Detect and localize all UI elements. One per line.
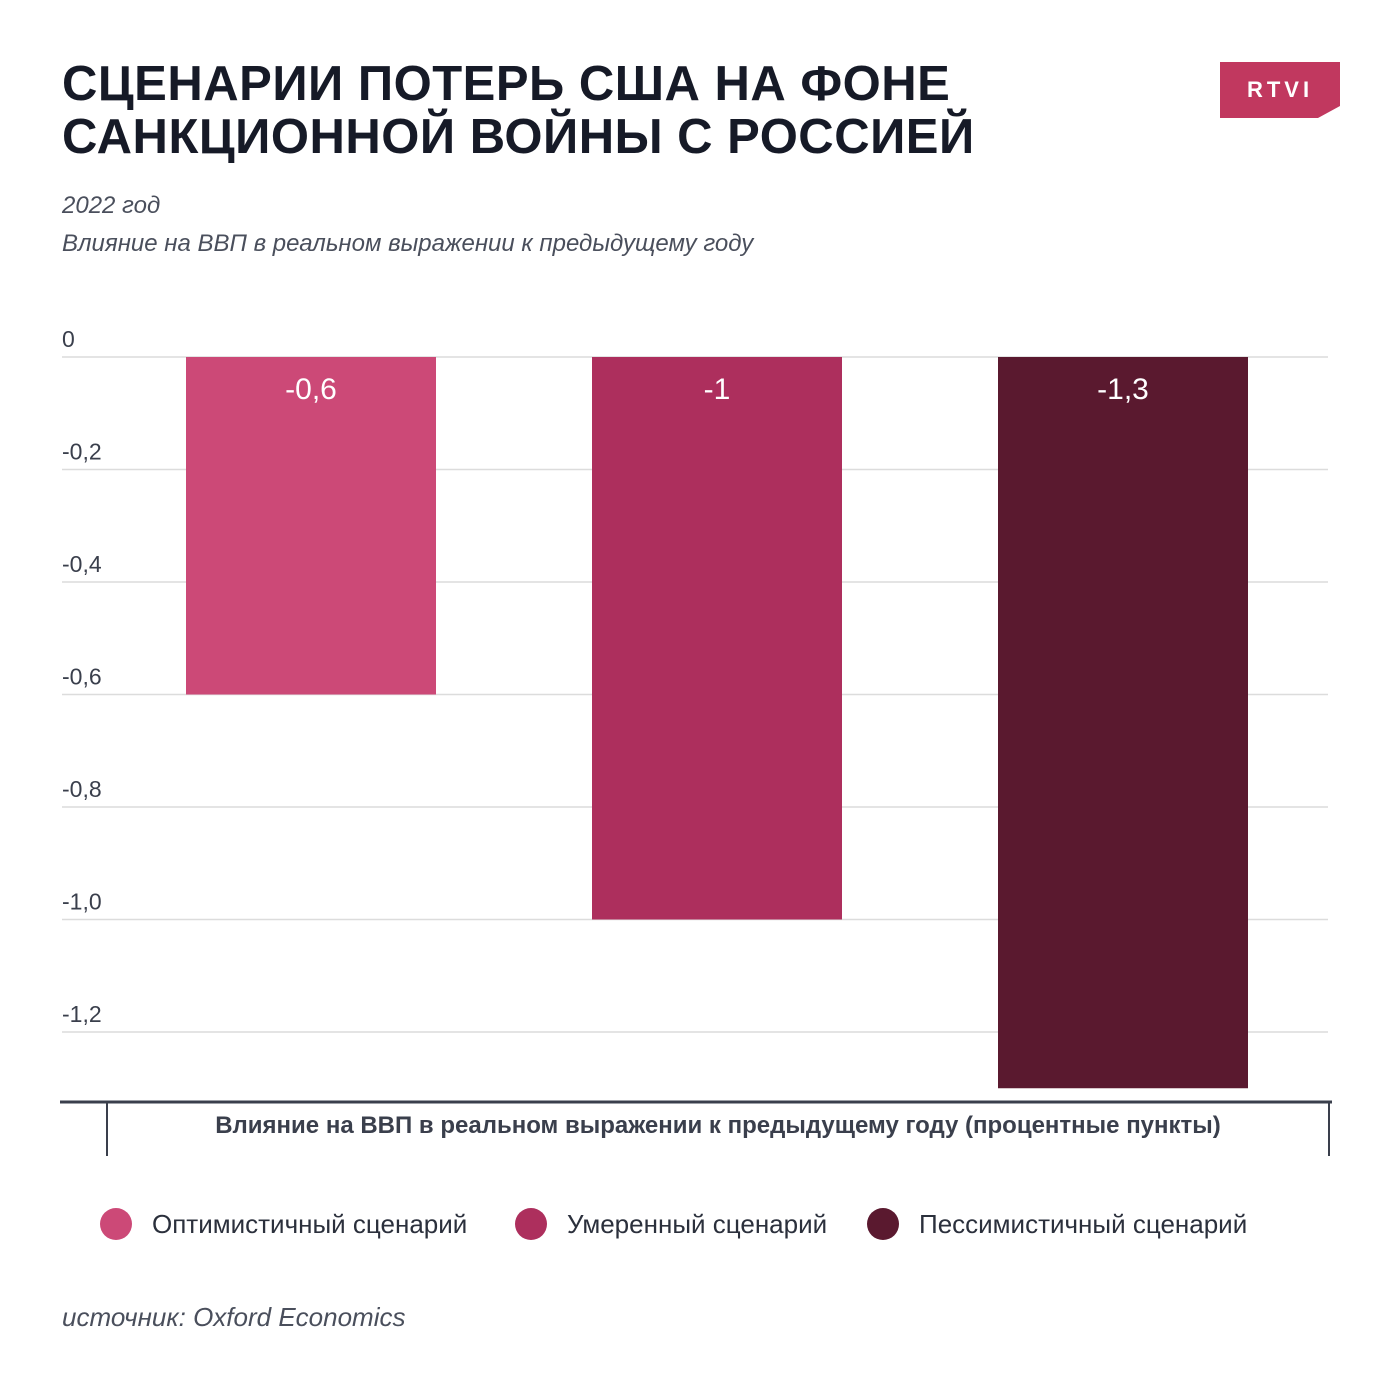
legend-swatch-pessimistic [867,1208,899,1240]
bar [186,357,436,695]
logo-text: RTVI [1246,77,1314,102]
title-line-2: САНКЦИОННОЙ ВОЙНЫ С РОССИЕЙ [62,110,975,164]
y-tick-label: -0,2 [62,439,102,465]
y-tick-label: -0,8 [62,776,102,802]
bar-value-label: -0,6 [285,373,337,406]
subtitle-year: 2022 год [62,192,161,219]
x-axis-label: Влияние на ВВП в реальном выражении к пр… [215,1112,1221,1139]
bar [998,357,1248,1089]
bar [592,357,842,920]
y-tick-label: -0,4 [62,551,102,577]
chart-title: СЦЕНАРИИ ПОТЕРЬ США НА ФОНЕ САНКЦИОННОЙ … [62,58,1162,164]
bar-value-label: -1 [704,373,731,406]
title-line-1: СЦЕНАРИИ ПОТЕРЬ США НА ФОНЕ [62,57,951,111]
rtvi-logo: RTVI [1220,62,1340,118]
subtitle-description: Влияние на ВВП в реальном выражении к пр… [62,230,754,257]
legend-item-optimistic: Оптимистичный сценарий [100,1202,467,1246]
legend-label-moderate: Умеренный сценарий [567,1208,828,1239]
y-tick-label: -1,0 [62,889,102,915]
legend-swatch-moderate [515,1208,547,1240]
y-tick-label: -0,6 [62,664,102,690]
source-note: источник: Oxford Economics [62,1302,406,1332]
legend-item-moderate: Умеренный сценарий [515,1202,827,1246]
logo-shape [1220,62,1340,118]
bar-value-label: -1,3 [1097,373,1149,406]
legend-item-pessimistic: Пессимистичный сценарий [867,1202,1247,1246]
legend: Оптимистичный сценарий Умеренный сценари… [0,1202,1400,1246]
y-tick-label: 0 [62,326,75,352]
legend-label-optimistic: Оптимистичный сценарий [152,1208,468,1239]
legend-label-pessimistic: Пессимистичный сценарий [919,1208,1248,1239]
legend-swatch-optimistic [100,1208,132,1240]
y-tick-label: -1,2 [62,1001,102,1027]
